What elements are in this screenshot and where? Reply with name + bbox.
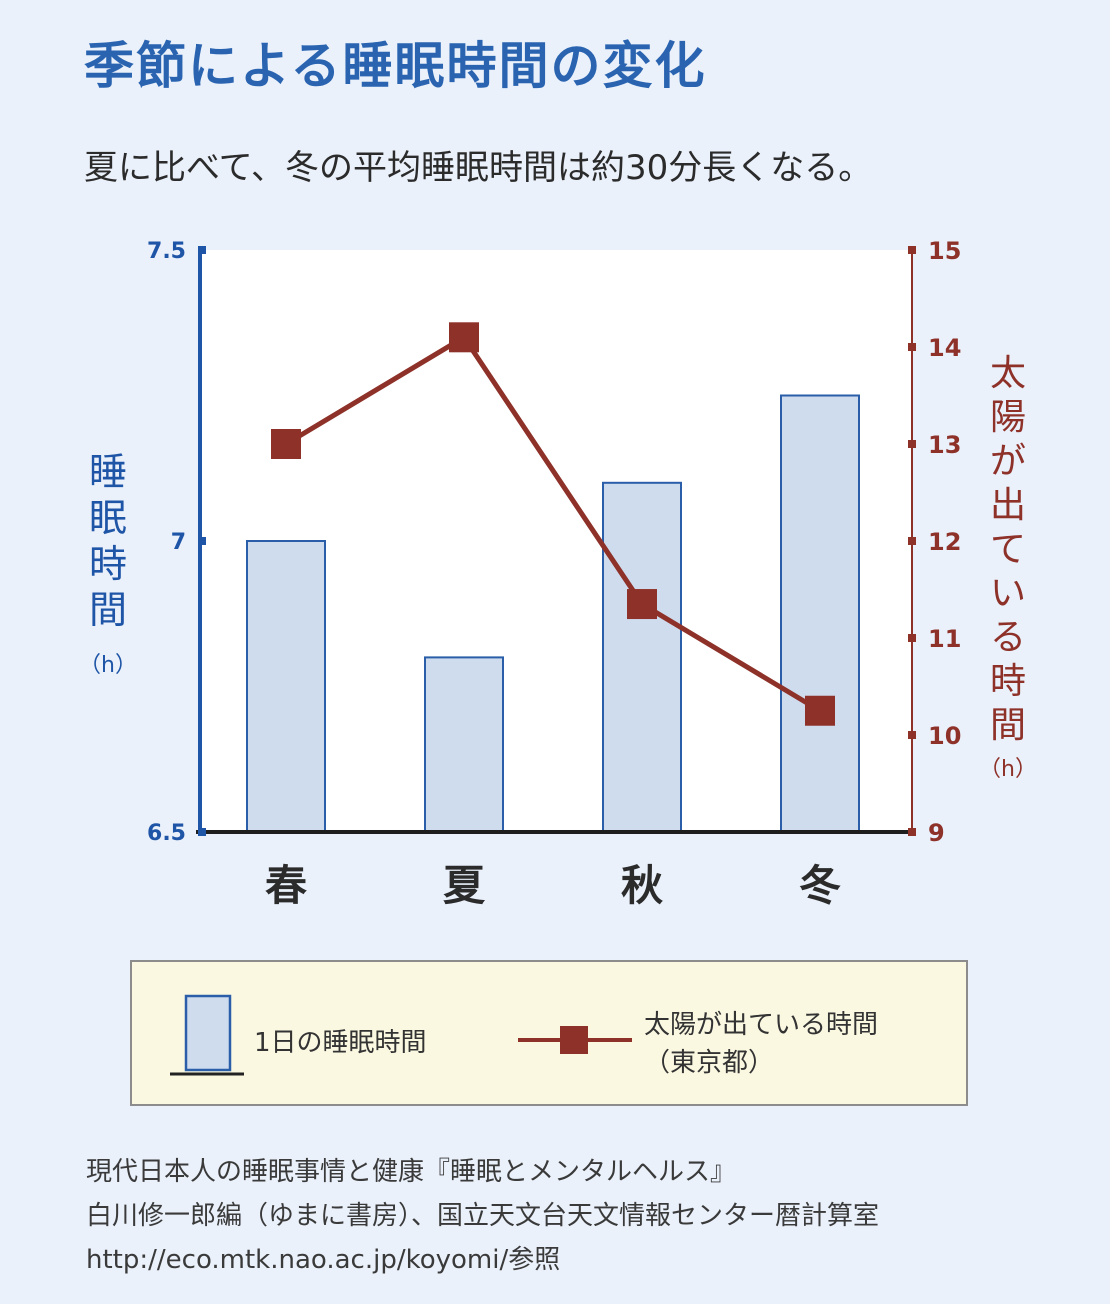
right-axis-title-char-6: い [990, 573, 1026, 614]
right-tick-mark-5 [908, 440, 916, 448]
bar-3 [602, 481, 682, 833]
right-axis-title-char-3: が [990, 441, 1026, 482]
category-label-3: 秋 [621, 861, 663, 910]
left-axis-title-char-4: 間 [89, 588, 127, 632]
bar-2 [424, 656, 504, 834]
left-axis-title-char-3: 時 [89, 542, 127, 586]
bar-1 [246, 540, 326, 833]
source-note: 現代日本人の睡眠事情と健康『睡眠とメンタルヘルス』 白川修一郎編（ゆまに書房）、… [86, 1150, 879, 1282]
right-tick-label-6: 14 [928, 334, 961, 362]
legend-line-marker [560, 1026, 588, 1054]
right-axis-title-char-1: 太 [990, 353, 1026, 394]
right-tick-label-5: 13 [928, 431, 961, 459]
right-tick-mark-3 [908, 634, 916, 642]
legend-line-sublabel: （東京都） [644, 1048, 775, 1078]
left-axis-title-char-1: 睡 [89, 450, 127, 494]
left-tick-label-2: 7 [171, 530, 186, 555]
right-tick-mark-1 [908, 828, 916, 836]
right-axis-title-char-4: 出 [990, 485, 1026, 526]
right-tick-label-2: 10 [928, 722, 961, 750]
left-tick-label-1: 6.5 [147, 821, 186, 846]
right-tick-mark-4 [908, 537, 916, 545]
bar-4 [780, 394, 860, 833]
right-tick-mark-6 [908, 343, 916, 351]
legend-bar-label: 1日の睡眠時間 [254, 1028, 427, 1058]
legend-line-label: 太陽が出ている時間 [644, 1010, 879, 1040]
sunshine-point-4 [805, 695, 835, 726]
legend-swatches [170, 994, 632, 1076]
right-tick-mark-7 [908, 246, 916, 254]
right-axis-title-char-5: て [990, 529, 1026, 570]
chart-legend: 1日の睡眠時間 太陽が出ている時間 （東京都） [130, 960, 968, 1106]
source-line-3: http://eco.mtk.nao.ac.jp/koyomi/参照 [86, 1245, 561, 1275]
source-line-2: 白川修一郎編（ゆまに書房）、国立天文台天文情報センター暦計算室 [86, 1201, 880, 1231]
right-axis-title-char-7: る [990, 617, 1026, 658]
left-tick-mark-1 [198, 828, 206, 836]
right-axis-unit: （h） [979, 757, 1037, 782]
left-axis-title-char-2: 眠 [89, 496, 127, 540]
sunshine-point-1 [271, 429, 301, 459]
page-title: 季節による睡眠時間の変化 [84, 37, 707, 95]
sunshine-line [284, 334, 822, 713]
right-axis-title-char-2: 陽 [990, 397, 1026, 438]
sleep-chart: 6.577.59101112131415春夏秋冬睡眠時間（h）太陽が出ている時間… [79, 237, 1037, 910]
category-label-1: 春 [265, 861, 307, 910]
left-axis-unit: （h） [79, 653, 137, 678]
left-tick-label-3: 7.5 [147, 239, 186, 264]
right-tick-label-1: 9 [928, 819, 945, 847]
right-tick-label-3: 11 [928, 625, 961, 653]
sunshine-point-3 [627, 589, 657, 620]
right-tick-mark-2 [908, 731, 916, 739]
page-subtitle: 夏に比べて、冬の平均睡眠時間は約30分長くなる。 [84, 148, 873, 188]
sunshine-point-2 [449, 322, 479, 353]
category-label-4: 冬 [799, 861, 841, 910]
right-tick-label-7: 15 [928, 237, 961, 265]
left-tick-mark-2 [198, 537, 206, 545]
source-line-1: 現代日本人の睡眠事情と健康『睡眠とメンタルヘルス』 [86, 1157, 737, 1187]
right-tick-label-4: 12 [928, 528, 961, 556]
legend-bar-swatch [184, 994, 232, 1072]
right-axis-title-char-9: 間 [990, 705, 1026, 746]
right-axis-title-char-8: 時 [990, 661, 1026, 702]
left-tick-mark-3 [198, 246, 206, 254]
category-label-2: 夏 [443, 861, 486, 910]
